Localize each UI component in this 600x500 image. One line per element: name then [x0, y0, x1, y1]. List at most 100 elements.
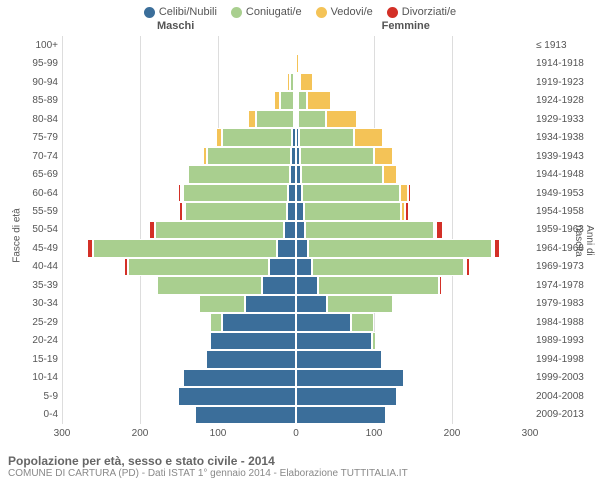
bar-seg-divorced — [405, 202, 409, 220]
pyramid-row — [62, 406, 530, 424]
ytick-birthyear: 1979-1983 — [536, 295, 584, 313]
ytick-birthyear: 1929-1933 — [536, 110, 584, 128]
ytick-birthyear: 1994-1998 — [536, 350, 584, 368]
pyramid-row — [62, 221, 530, 239]
bar-seg-married — [280, 91, 294, 109]
legend-label: Vedovi/e — [331, 6, 373, 18]
label-femmine: Femmine — [382, 20, 430, 32]
bar-seg-married — [210, 313, 222, 331]
bar-seg-married — [351, 313, 374, 331]
bar-seg-single — [296, 221, 305, 239]
ytick-age: 85-89 — [8, 91, 58, 109]
ytick-birthyear: 1954-1958 — [536, 202, 584, 220]
pyramid-row — [62, 36, 530, 54]
ytick-age: 30-34 — [8, 295, 58, 313]
bar-seg-married — [301, 165, 383, 183]
legend-swatch — [231, 7, 242, 18]
bar-seg-widowed — [326, 110, 357, 128]
bar-seg-widowed — [400, 184, 408, 202]
ytick-age: 90-94 — [8, 73, 58, 91]
pyramid-row — [62, 350, 530, 368]
bar-seg-single — [296, 350, 382, 368]
legend-label: Coniugati/e — [246, 6, 302, 18]
pyramid-row — [62, 91, 530, 109]
ytick-age: 10-14 — [8, 369, 58, 387]
bar-seg-married — [298, 110, 325, 128]
pyramid-row — [62, 165, 530, 183]
ytick-birthyear: 1989-1993 — [536, 332, 584, 350]
legend-item: Divorziati/e — [387, 6, 456, 18]
bar-seg-married — [157, 276, 262, 294]
bar-seg-single — [296, 313, 351, 331]
bar-seg-single — [296, 258, 312, 276]
ytick-age: 15-19 — [8, 350, 58, 368]
bar-seg-single — [262, 276, 296, 294]
bar-seg-single — [296, 239, 308, 257]
bar-seg-married — [188, 165, 289, 183]
ytick-age: 20-24 — [8, 332, 58, 350]
bar-seg-single — [178, 387, 296, 405]
ytick-birthyear: 1924-1928 — [536, 91, 584, 109]
bar-seg-single — [296, 406, 386, 424]
bar-seg-divorced — [439, 276, 442, 294]
bar-seg-single — [287, 202, 296, 220]
pyramid-row — [62, 54, 530, 72]
ytick-birthyear: 1949-1953 — [536, 184, 584, 202]
bar-seg-single — [210, 332, 296, 350]
label-maschi: Maschi — [157, 20, 194, 32]
bar-seg-married — [256, 110, 293, 128]
ytick-birthyear: 1914-1918 — [536, 54, 584, 72]
y-axis-title-right: Anni di nascita — [573, 225, 595, 257]
bar-seg-single — [296, 369, 404, 387]
pyramid-row — [62, 332, 530, 350]
xtick: 100 — [210, 428, 227, 439]
bar-seg-single — [296, 387, 397, 405]
bar-seg-widowed — [383, 165, 397, 183]
bar-seg-widowed — [300, 73, 312, 91]
ytick-age: 95-99 — [8, 54, 58, 72]
bar-seg-single — [296, 202, 304, 220]
bar-seg-single — [206, 350, 296, 368]
bar-seg-married — [302, 184, 400, 202]
legend-label: Celibi/Nubili — [159, 6, 217, 18]
bar-seg-married — [300, 147, 374, 165]
bar-seg-married — [222, 128, 292, 146]
ytick-age: 80-84 — [8, 110, 58, 128]
bar-seg-married — [327, 295, 393, 313]
ytick-age: 5-9 — [8, 387, 58, 405]
xtick: 300 — [522, 428, 539, 439]
xtick: 200 — [132, 428, 149, 439]
bar-seg-divorced — [393, 147, 395, 165]
chart-title: Popolazione per età, sesso e stato civil… — [8, 454, 408, 468]
bar-seg-widowed — [296, 36, 298, 54]
ytick-birthyear: 2009-2013 — [536, 406, 584, 424]
ytick-birthyear: ≤ 1913 — [536, 36, 567, 54]
plot-area — [62, 36, 530, 424]
bar-seg-divorced — [466, 258, 471, 276]
bar-seg-married — [155, 221, 284, 239]
bar-seg-widowed — [354, 128, 384, 146]
population-pyramid-chart: 100+≤ 191395-991914-191890-941919-192385… — [8, 36, 592, 452]
legend-swatch — [144, 7, 155, 18]
pyramid-row — [62, 387, 530, 405]
bar-seg-married — [308, 239, 491, 257]
pyramid-row — [62, 184, 530, 202]
ytick-birthyear: 1919-1923 — [536, 73, 584, 91]
bar-seg-divorced — [494, 239, 500, 257]
bar-seg-divorced — [397, 165, 399, 183]
legend-item: Celibi/Nubili — [144, 6, 217, 18]
bar-seg-married — [372, 332, 376, 350]
bar-seg-divorced — [408, 184, 411, 202]
bar-seg-divorced — [383, 128, 385, 146]
legend-item: Coniugati/e — [231, 6, 302, 18]
ytick-age: 0-4 — [8, 406, 58, 424]
pyramid-row — [62, 202, 530, 220]
ytick-birthyear: 1969-1973 — [536, 258, 584, 276]
bar-seg-married — [318, 276, 439, 294]
bar-seg-married — [305, 221, 434, 239]
bar-seg-single — [222, 313, 296, 331]
y-axis-title-left: Fasce di età — [12, 208, 23, 262]
bar-seg-single — [183, 369, 296, 387]
ytick-birthyear: 1999-2003 — [536, 369, 584, 387]
legend-swatch — [387, 7, 398, 18]
